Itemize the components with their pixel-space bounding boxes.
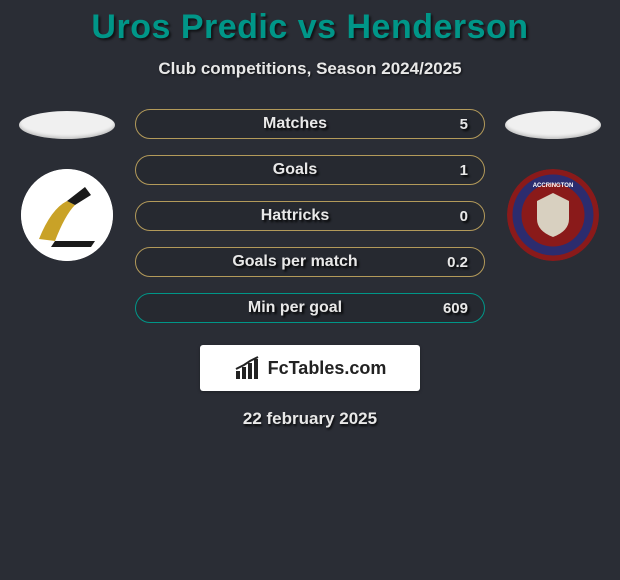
stat-label: Hattricks [152, 207, 438, 225]
brand-text: FcTables.com [268, 358, 387, 379]
stat-row-hattricks: Hattricks 0 [135, 201, 485, 231]
stat-value: 0 [438, 208, 468, 225]
stat-label: Goals [152, 161, 438, 179]
stat-value: 1 [438, 162, 468, 179]
stat-row-goals: Goals 1 [135, 155, 485, 185]
chart-icon [234, 355, 260, 381]
stat-row-mpg: Min per goal 609 [135, 293, 485, 323]
brand-logo[interactable]: FcTables.com [200, 345, 420, 391]
right-club-badge: ACCRINGTON [507, 169, 599, 261]
subtitle: Club competitions, Season 2024/2025 [0, 59, 620, 79]
stats-column: Matches 5 Goals 1 Hattricks 0 Goals per … [135, 109, 485, 323]
stat-row-matches: Matches 5 [135, 109, 485, 139]
comparison-card: Uros Predic vs Henderson Club competitio… [0, 0, 620, 429]
stat-row-gpm: Goals per match 0.2 [135, 247, 485, 277]
right-badge-svg: ACCRINGTON [507, 169, 599, 261]
stat-value: 609 [438, 300, 468, 317]
right-team-column: ACCRINGTON [503, 109, 603, 261]
main-row: Matches 5 Goals 1 Hattricks 0 Goals per … [0, 109, 620, 323]
stat-label: Goals per match [152, 253, 438, 271]
left-flag-oval [19, 111, 115, 139]
left-team-column [17, 109, 117, 261]
stat-label: Min per goal [152, 299, 438, 317]
stat-value: 5 [438, 116, 468, 133]
date-line: 22 february 2025 [0, 409, 620, 429]
stat-label: Matches [152, 115, 438, 133]
right-flag-oval [505, 111, 601, 139]
left-club-badge [21, 169, 113, 261]
left-badge-svg [21, 169, 113, 261]
stat-value: 0.2 [438, 254, 468, 271]
page-title: Uros Predic vs Henderson [0, 8, 620, 47]
svg-text:ACCRINGTON: ACCRINGTON [533, 183, 574, 189]
